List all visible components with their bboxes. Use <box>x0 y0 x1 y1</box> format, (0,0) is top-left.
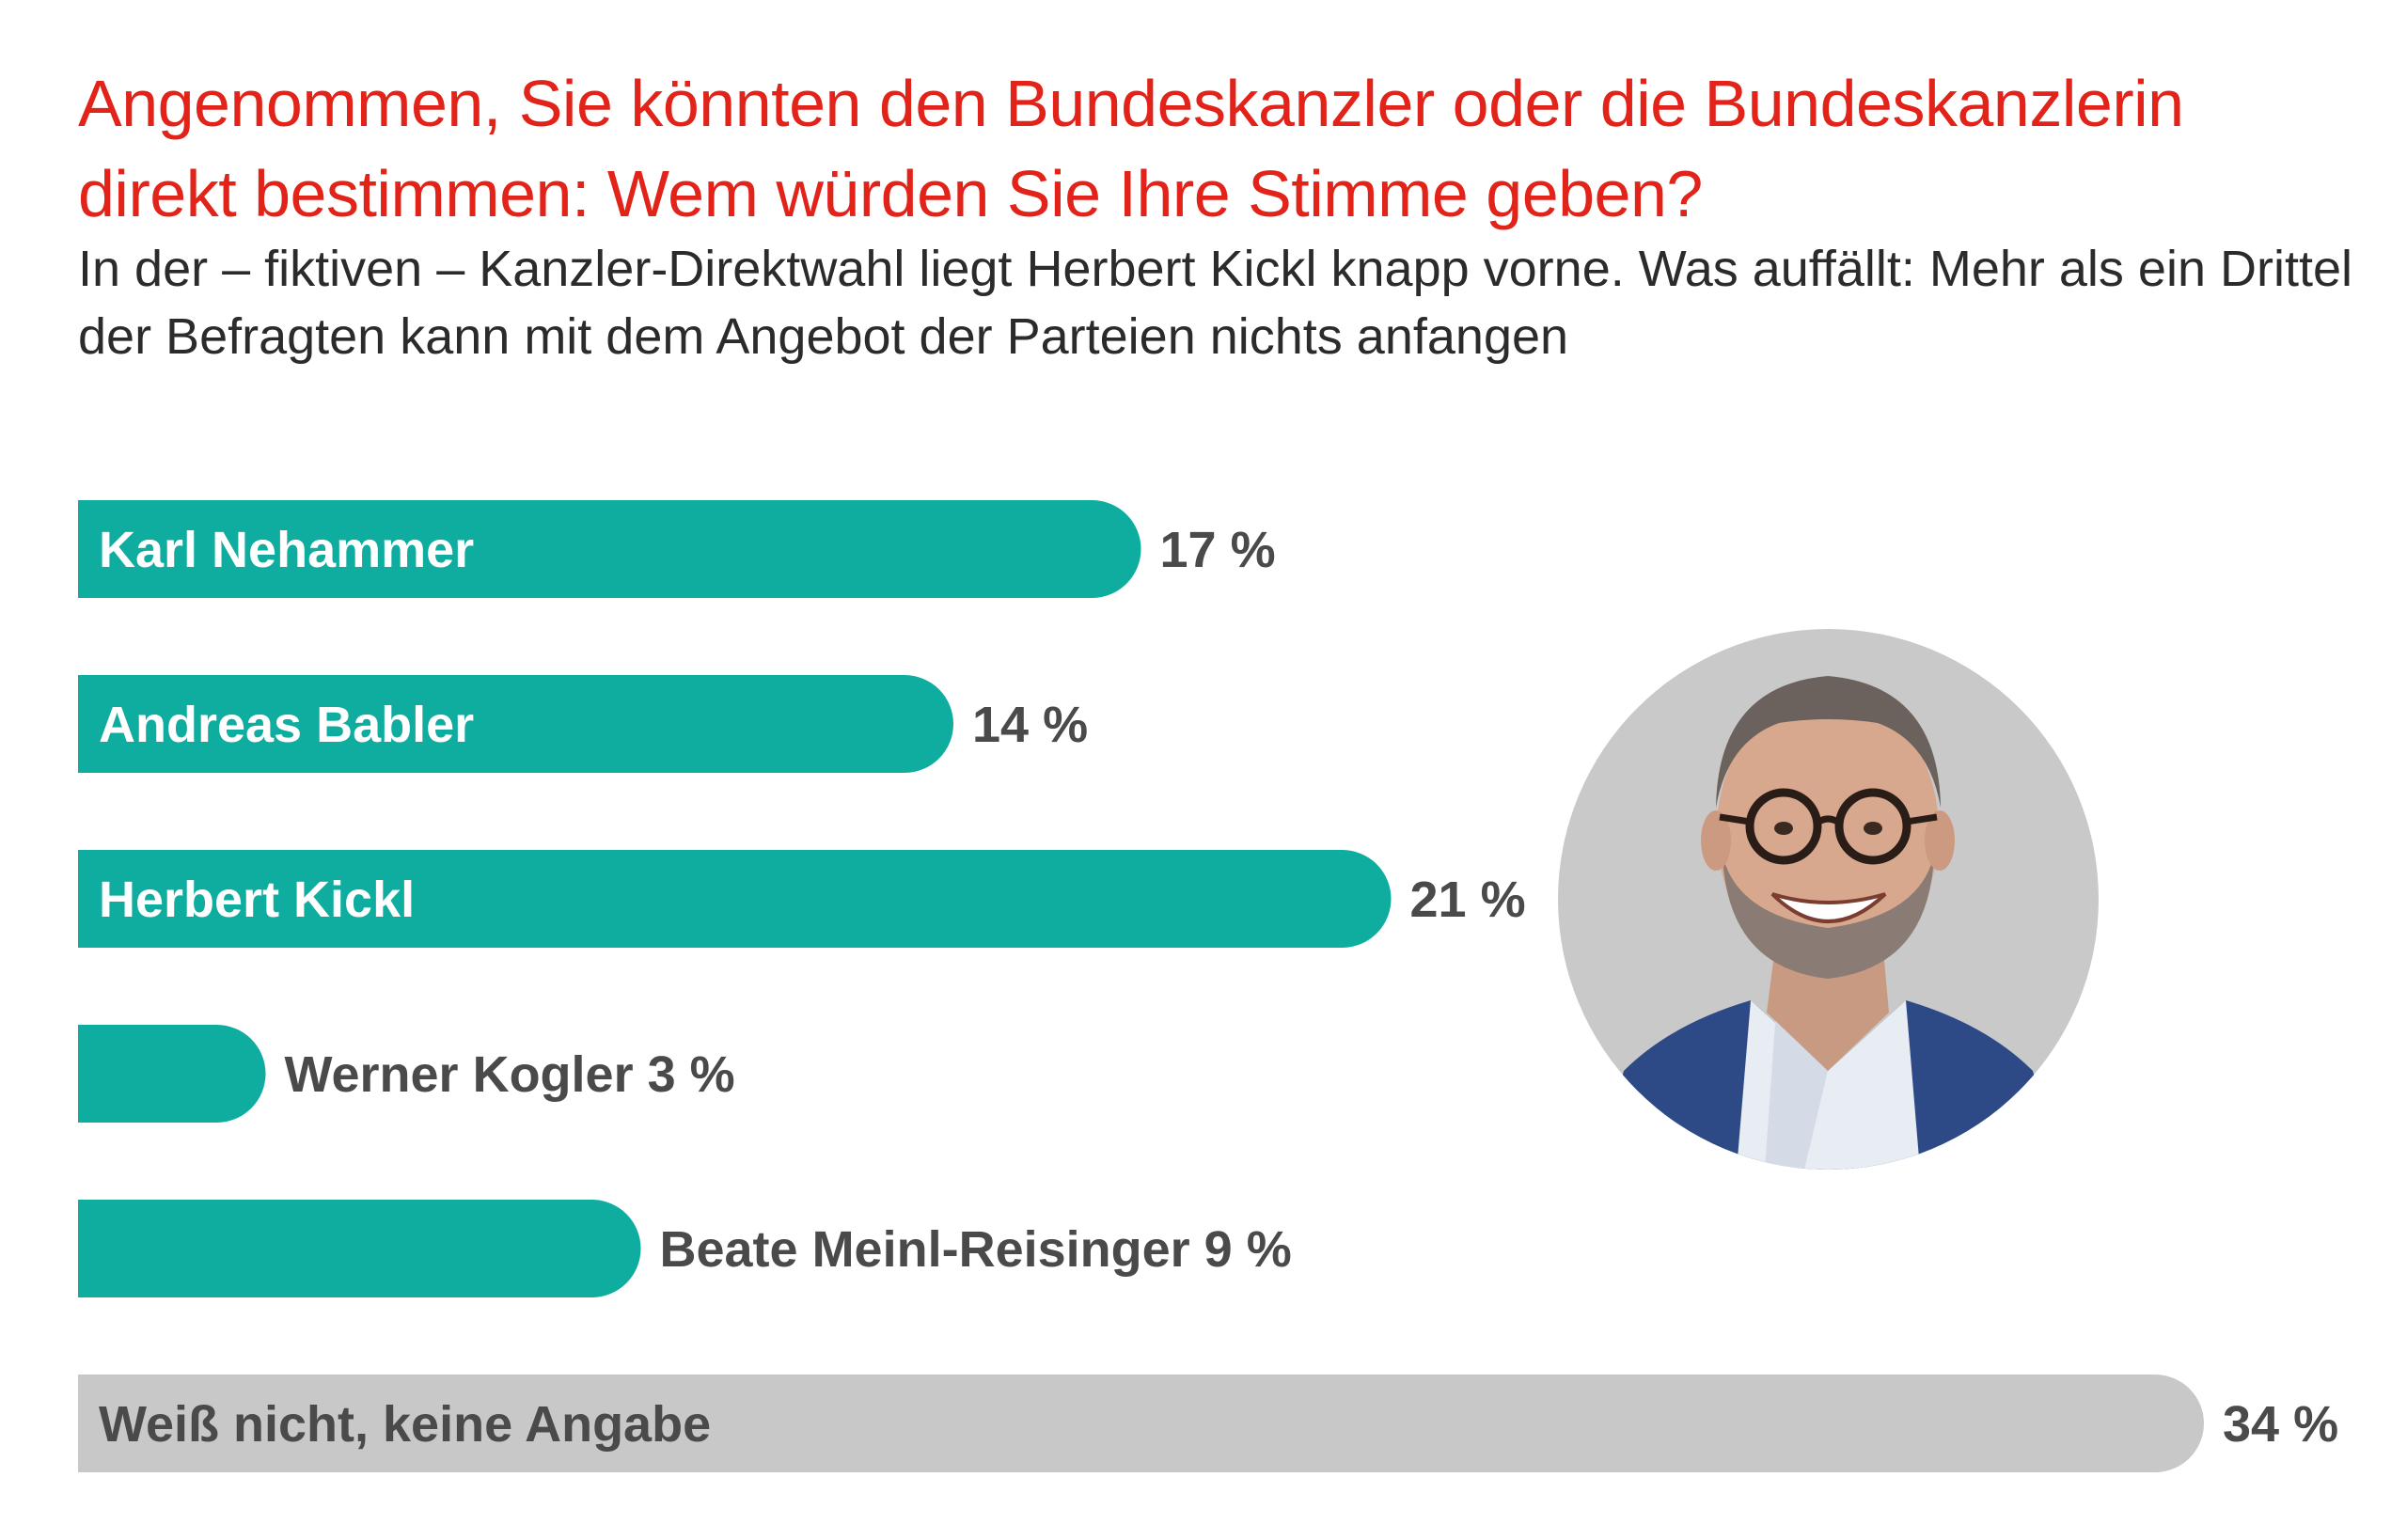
value-label-andreas-babler: 14 % <box>972 697 1088 753</box>
outside-label-werner-kogler: Werner Kogler 3 % <box>285 1046 735 1103</box>
bar-label-karl-nehammer: Karl Nehammer <box>99 522 474 578</box>
bar-label-weiss-nicht-keine-angabe: Weiß nicht, keine Angabe <box>99 1396 711 1453</box>
bar-label-andreas-babler: Andreas Babler <box>99 697 474 753</box>
bar-andreas-babler <box>78 675 953 773</box>
value-label-beate-meinl-reisinger: 9 % <box>1204 1221 1292 1278</box>
bar-werner-kogler <box>78 1025 266 1123</box>
bar-beate-meinl-reisinger <box>78 1200 641 1297</box>
bar-label-herbert-kickl: Herbert Kickl <box>99 872 415 928</box>
value-label-weiss-nicht-keine-angabe: 34 % <box>2223 1396 2338 1453</box>
value-label-werner-kogler: 3 % <box>648 1046 735 1103</box>
outside-label-beate-meinl-reisinger: Beate Meinl-Reisinger 9 % <box>660 1221 1292 1278</box>
value-label-herbert-kickl: 21 % <box>1410 872 1526 928</box>
bar-label-beate-meinl-reisinger: Beate Meinl-Reisinger <box>660 1221 1204 1278</box>
chart-title: Angenommen, Sie könnten den Bundeskanzle… <box>78 67 2184 230</box>
chart-subtitle: In der – fiktiven – Kanzler-Direktwahl l… <box>78 241 2353 365</box>
value-label-karl-nehammer: 17 % <box>1160 522 1276 578</box>
bar-herbert-kickl <box>78 850 1392 948</box>
bar-weiss-nicht-keine-angabe <box>78 1375 2204 1472</box>
bar-label-werner-kogler: Werner Kogler <box>285 1046 648 1103</box>
bar-karl-nehammer <box>78 500 1141 598</box>
portrait-photo-icon <box>1558 629 2099 1170</box>
